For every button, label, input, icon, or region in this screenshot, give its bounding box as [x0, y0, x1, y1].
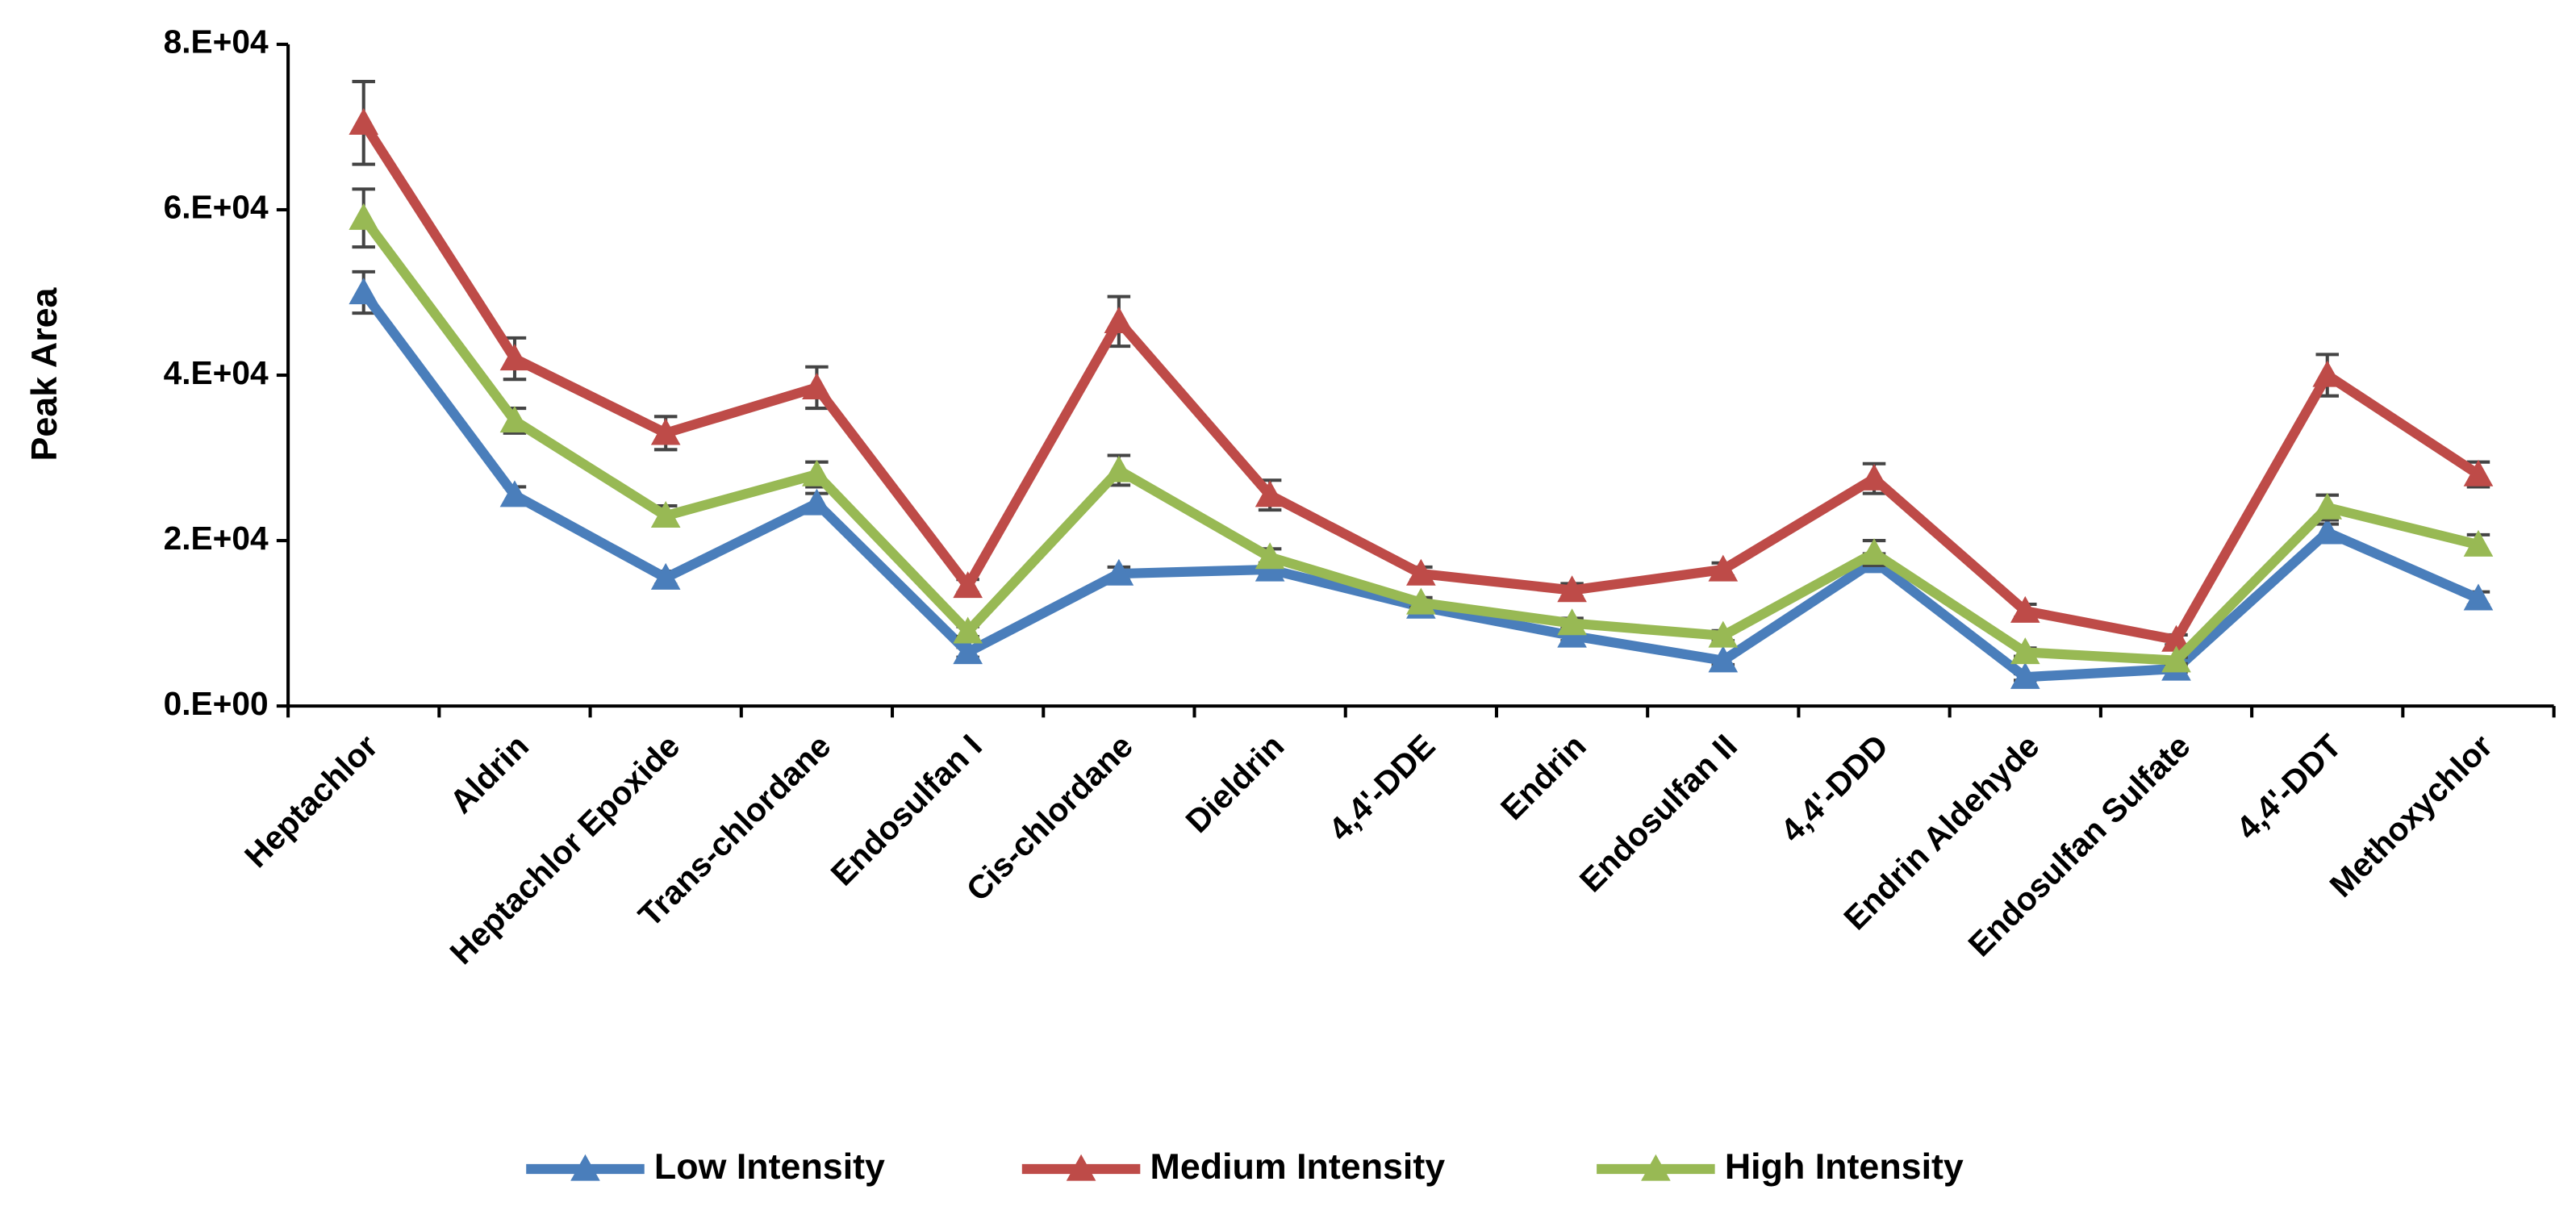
marker: [650, 418, 681, 445]
marker: [1859, 463, 1889, 491]
marker: [2463, 529, 2494, 557]
marker: [1859, 538, 1889, 566]
marker: [2010, 595, 2040, 623]
marker: [1708, 620, 1739, 648]
legend-label: High Intensity: [1725, 1146, 1964, 1187]
marker: [2463, 583, 2494, 611]
marker: [349, 108, 379, 135]
marker: [1708, 554, 1739, 582]
marker: [349, 202, 379, 230]
marker: [802, 373, 832, 400]
marker: [650, 500, 681, 528]
marker: [1406, 558, 1436, 586]
marker: [2010, 662, 2040, 689]
marker: [499, 406, 530, 433]
x-tick-label: Dieldrin: [1179, 727, 1292, 840]
marker: [499, 480, 530, 507]
x-tick-label: Heptachlor: [237, 727, 385, 875]
x-tick-label: 4,4'-DDE: [1321, 727, 1442, 848]
marker: [1557, 608, 1587, 636]
y-axis-label: Peak Area: [24, 286, 65, 461]
x-tick-label: 4,4'-DDD: [1773, 727, 1895, 849]
marker: [1255, 542, 1285, 570]
marker: [1708, 645, 1739, 673]
marker: [953, 571, 983, 599]
legend-marker: [1641, 1154, 1671, 1181]
legend-marker: [570, 1154, 600, 1181]
marker: [1557, 575, 1587, 603]
marker: [2010, 637, 2040, 665]
x-tick-label: Endosulfan I: [824, 727, 989, 892]
marker: [1104, 455, 1134, 482]
legend-marker: [1066, 1154, 1096, 1181]
y-tick-label: 4.E+04: [164, 354, 269, 391]
marker: [650, 562, 681, 590]
marker: [2312, 360, 2343, 387]
x-tick-label: Methoxychlor: [2323, 727, 2500, 904]
marker: [499, 344, 530, 371]
x-tick-label: Endosulfan II: [1572, 727, 1744, 899]
marker: [2312, 492, 2343, 520]
marker: [953, 637, 983, 665]
marker: [1104, 307, 1134, 334]
marker: [2463, 459, 2494, 486]
x-tick-label: 4,4'-DDT: [2229, 727, 2348, 846]
series: [349, 269, 2494, 689]
series: [349, 80, 2494, 652]
marker: [953, 616, 983, 644]
y-tick-label: 0.E+00: [164, 685, 269, 722]
marker: [1406, 587, 1436, 615]
marker: [2161, 624, 2191, 652]
x-tick-label: Endrin: [1493, 727, 1593, 827]
marker: [2161, 645, 2191, 673]
y-tick-label: 8.E+04: [164, 23, 269, 61]
y-tick-label: 2.E+04: [164, 520, 269, 557]
marker: [802, 459, 832, 486]
legend-label: Medium Intensity: [1150, 1146, 1446, 1187]
marker: [349, 278, 379, 305]
series: [349, 187, 2494, 673]
marker: [802, 488, 832, 516]
marker: [2312, 517, 2343, 545]
y-tick-label: 6.E+04: [164, 189, 269, 226]
marker: [1104, 558, 1134, 586]
legend-label: Low Intensity: [654, 1146, 885, 1187]
marker: [1255, 480, 1285, 507]
series-line: [359, 289, 2481, 683]
x-tick-label: Aldrin: [442, 727, 536, 820]
